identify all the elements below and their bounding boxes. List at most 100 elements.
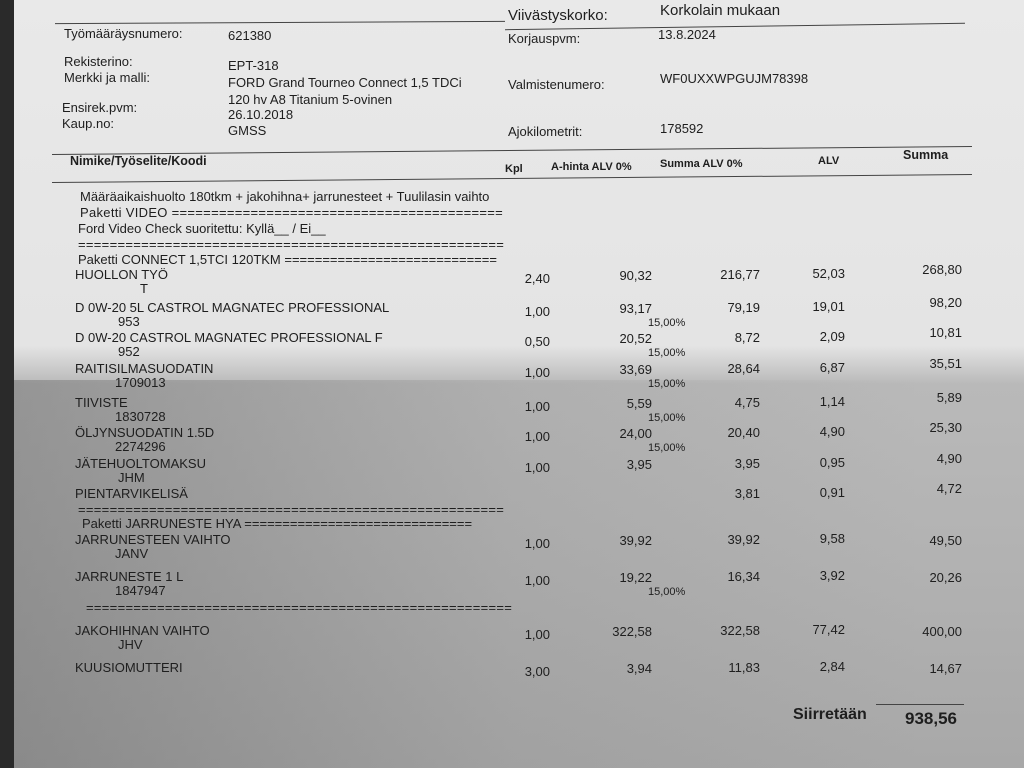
item-sum-net: 28,64 <box>727 361 760 376</box>
first-reg-label: Ensirek.pvm: <box>62 100 138 115</box>
item-sum-net: 322,58 <box>720 623 760 638</box>
item-sum-net: 79,19 <box>727 300 760 315</box>
item-total: 25,30 <box>929 420 962 435</box>
item-name: JARRUNESTE 1 L <box>75 569 184 584</box>
carried-label: Siirretään <box>793 706 867 723</box>
item-name: ÖLJYNSUODATIN 1.5D <box>75 425 215 440</box>
item-discount: 15,00% <box>648 378 686 390</box>
item-qty: 1,00 <box>524 365 550 380</box>
item-total: 4,72 <box>936 481 962 496</box>
item-total: 98,20 <box>929 295 962 310</box>
divider <box>876 704 964 705</box>
item-name: D 0W-20 5L CASTROL MAGNATEC PROFESSIONAL <box>75 300 390 315</box>
item-unit-price: 33,69 <box>619 362 652 377</box>
item-code: JHM <box>118 470 145 485</box>
reg-value: EPT-318 <box>228 58 279 73</box>
seller-label: Kaup.no: <box>62 116 115 131</box>
note-package-brake: Paketti JARRUNESTE HYA =================… <box>82 516 473 531</box>
item-qty: 1,00 <box>524 627 550 642</box>
item-total: 5,89 <box>936 390 962 405</box>
item-total: 20,26 <box>929 570 962 585</box>
item-total: 35,51 <box>929 356 962 371</box>
item-unit-price: 3,95 <box>626 457 652 472</box>
item-sum-net: 8,72 <box>734 330 760 345</box>
item-code: 953 <box>118 314 140 329</box>
separator: ========================================… <box>78 237 505 252</box>
order-no: 621380 <box>228 28 272 43</box>
item-total: 268,80 <box>922 262 962 277</box>
item-discount: 15,00% <box>648 586 686 598</box>
vin-label: Valmistenumero: <box>508 77 605 92</box>
col-vat: ALV <box>818 155 840 167</box>
item-qty: 2,40 <box>524 271 550 286</box>
col-qty: Kpl <box>505 163 523 175</box>
item-qty: 1,00 <box>524 304 550 319</box>
item-vat: 52,03 <box>812 266 845 281</box>
item-unit-price: 322,58 <box>612 624 652 639</box>
item-discount: 15,00% <box>648 412 686 424</box>
col-unit-price: A-hinta ALV 0% <box>551 161 632 173</box>
item-discount: 15,00% <box>648 347 686 359</box>
item-qty: 3,00 <box>524 664 550 679</box>
item-vat: 0,91 <box>819 485 845 500</box>
note-package-video: Paketti VIDEO ==========================… <box>80 205 504 220</box>
item-code: 1709013 <box>115 375 166 390</box>
item-sum-net: 39,92 <box>727 532 760 547</box>
item-qty: 1,00 <box>524 460 550 475</box>
repair-date: 13.8.2024 <box>658 27 716 42</box>
repair-date-label: Korjauspvm: <box>508 31 581 46</box>
item-vat: 2,84 <box>819 659 845 674</box>
item-qty: 1,00 <box>524 573 550 588</box>
item-sum-net: 4,75 <box>734 395 760 410</box>
item-name: JAKOHIHNAN VAIHTO <box>75 623 210 638</box>
item-vat: 3,92 <box>819 568 845 583</box>
divider <box>55 20 505 25</box>
item-total: 49,50 <box>929 533 962 548</box>
item-vat: 0,95 <box>819 455 845 470</box>
item-code: 1847947 <box>115 583 166 598</box>
model-label: Merkki ja malli: <box>64 70 150 85</box>
col-total: Summa <box>903 148 949 162</box>
note-job: Määräaikaishuolto 180tkm + jakohihna+ ja… <box>80 189 490 204</box>
late-interest-label: Viivästyskorko: <box>508 7 608 24</box>
item-vat: 77,42 <box>812 622 845 637</box>
first-reg-value: 26.10.2018 <box>228 107 294 122</box>
item-discount: 15,00% <box>648 317 686 329</box>
item-unit-price: 39,92 <box>619 533 652 548</box>
item-name: RAITISILMASUODATIN <box>75 361 214 376</box>
item-total: 400,00 <box>922 624 962 639</box>
item-name: TIIVISTE <box>75 395 128 410</box>
item-code: JANV <box>115 546 149 561</box>
separator: ========================================… <box>86 600 513 615</box>
item-unit-price: 3,94 <box>626 661 652 676</box>
item-unit-price: 19,22 <box>619 570 652 585</box>
seller-value: GMSS <box>228 123 267 138</box>
item-name: JARRUNESTEEN VAIHTO <box>75 532 231 547</box>
item-code: 952 <box>118 344 140 359</box>
item-qty: 1,00 <box>524 399 550 414</box>
item-total: 10,81 <box>929 325 962 340</box>
item-discount: 15,00% <box>648 442 686 454</box>
note-video-check: Ford Video Check suoritettu: Kyllä__ / E… <box>78 221 326 236</box>
item-code: 1830728 <box>115 409 166 424</box>
item-unit-price: 20,52 <box>619 331 652 346</box>
order-no-label: Työmääräysnumero: <box>64 26 183 41</box>
item-vat: 2,09 <box>819 329 845 344</box>
item-name: PIENTARVIKELISÄ <box>75 486 188 501</box>
item-qty: 0,50 <box>524 334 550 349</box>
item-code: 2274296 <box>115 439 166 454</box>
km-label: Ajokilometrit: <box>508 124 583 139</box>
item-vat: 9,58 <box>819 531 845 546</box>
item-sum-net: 20,40 <box>727 425 760 440</box>
item-code: JHV <box>118 637 143 652</box>
item-sum-net: 16,34 <box>727 569 760 584</box>
note-package-connect: Paketti CONNECT 1,5TCI 120TKM ==========… <box>78 252 497 267</box>
item-unit-price: 90,32 <box>619 268 652 283</box>
item-unit-price: 24,00 <box>619 426 652 441</box>
item-name: D 0W-20 CASTROL MAGNATEC PROFESSIONAL F <box>75 330 383 345</box>
km-value: 178592 <box>660 121 704 136</box>
item-sum-net: 11,83 <box>728 660 760 675</box>
col-item: Nimike/Työselite/Koodi <box>70 154 207 168</box>
separator: ========================================… <box>78 502 505 517</box>
item-vat: 19,01 <box>812 299 845 314</box>
